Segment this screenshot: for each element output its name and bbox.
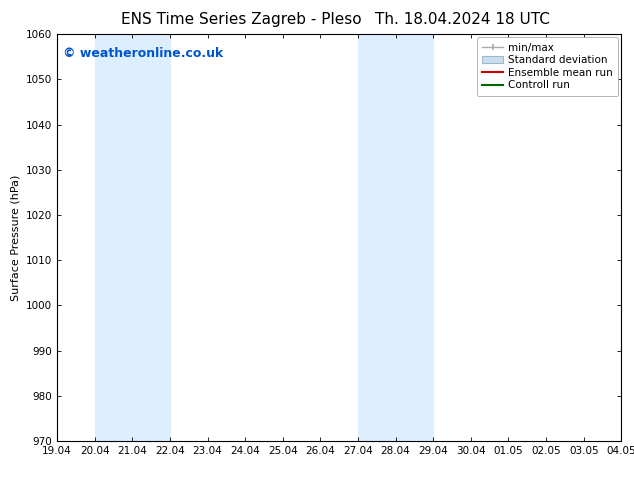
Text: ENS Time Series Zagreb - Pleso: ENS Time Series Zagreb - Pleso [120, 12, 361, 27]
Bar [358, 34, 433, 441]
Y-axis label: Surface Pressure (hPa): Surface Pressure (hPa) [10, 174, 20, 301]
Bar [94, 34, 170, 441]
Legend: min/max, Standard deviation, Ensemble mean run, Controll run: min/max, Standard deviation, Ensemble me… [477, 37, 618, 96]
Text: Th. 18.04.2024 18 UTC: Th. 18.04.2024 18 UTC [375, 12, 550, 27]
Text: © weatheronline.co.uk: © weatheronline.co.uk [63, 47, 223, 59]
Bar [621, 34, 634, 441]
